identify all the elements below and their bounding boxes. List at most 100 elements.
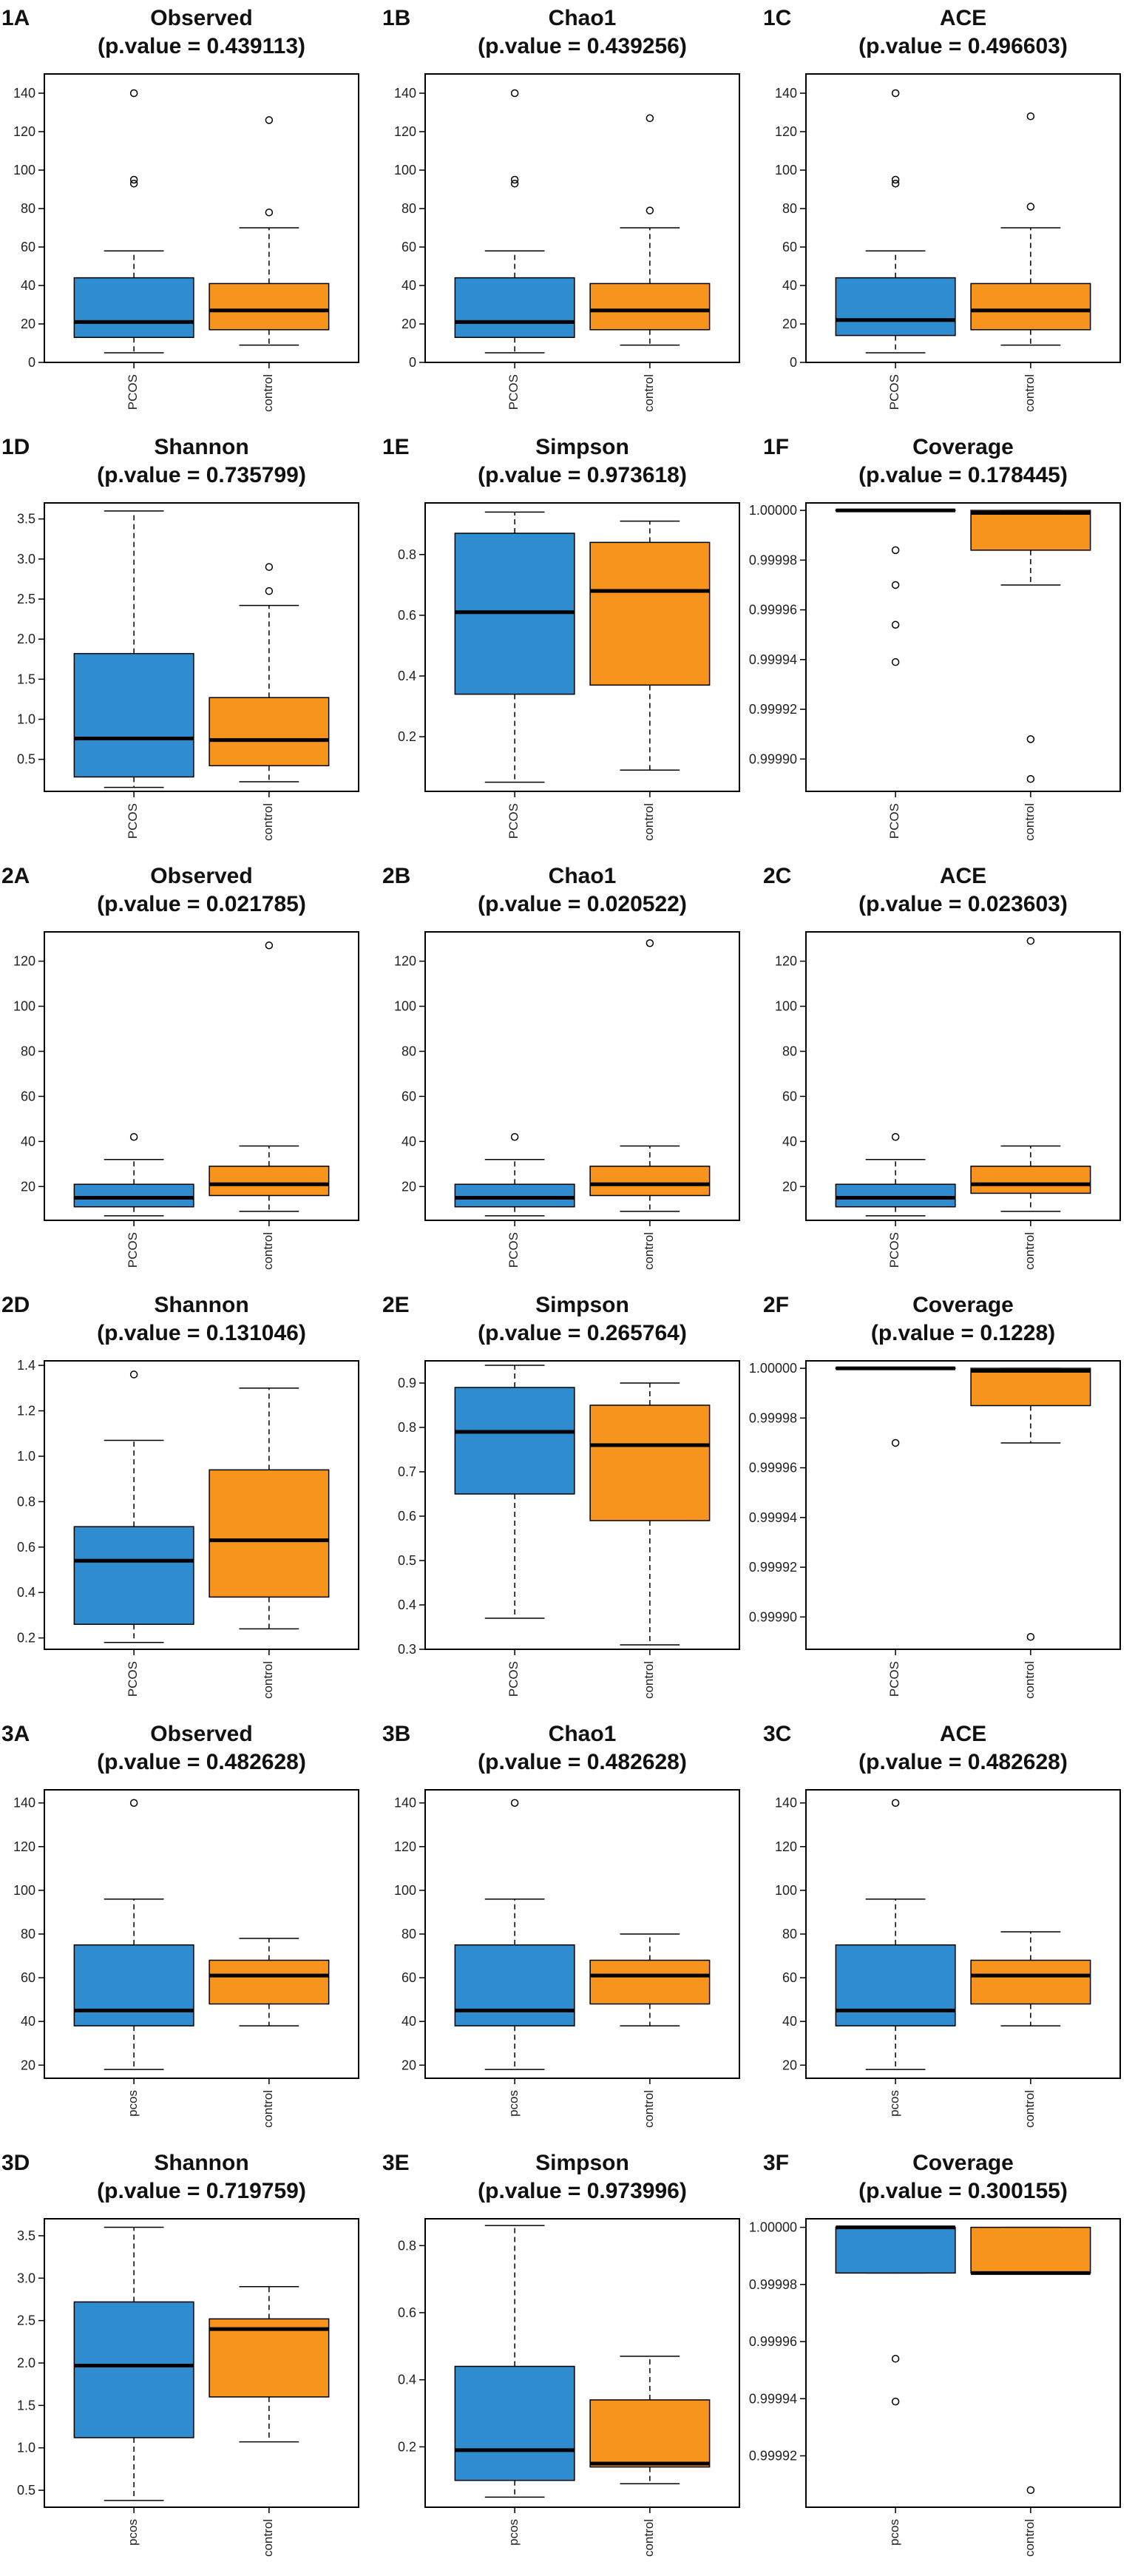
- control-box: [970, 2226, 1091, 2274]
- control-outlier: [1026, 2486, 1035, 2495]
- panel-title: Coverage: [912, 435, 1014, 459]
- control-outlier: [265, 586, 274, 595]
- y-tick-label: 20: [402, 1179, 416, 1194]
- y-tick-label: 100: [394, 999, 416, 1014]
- plot-frame: [805, 1360, 1121, 1650]
- y-tick-label: 80: [402, 1927, 416, 1941]
- y-tick-label: 80: [782, 1044, 797, 1058]
- y-tick-label: 0.6: [398, 608, 416, 623]
- pcos-outlier: [510, 1133, 519, 1141]
- panel-2e: 2E Simpson (p.value = 0.265764) 0.3 0.4 0.5 0.…: [382, 1293, 740, 1699]
- plot-frame: [805, 2218, 1121, 2508]
- y-tick-label: 100: [775, 1883, 797, 1898]
- y-tick-label: 0.99994: [749, 2391, 797, 2406]
- panel-label: 2F: [763, 1293, 789, 1317]
- pcos-outlier: [891, 89, 900, 98]
- y-tick-label: 140: [775, 1796, 797, 1811]
- panel-3d: 3D Shannon (p.value = 0.719759) 0.5 1.0 1.5 2.…: [1, 2151, 359, 2557]
- plot-frame: [424, 502, 740, 792]
- y-tick-label: 1.4: [17, 1358, 35, 1373]
- panel-label: 3F: [763, 2151, 789, 2175]
- x-category-label: control: [1023, 803, 1037, 841]
- y-tick-label: 60: [402, 1089, 416, 1103]
- plot-frame: [44, 931, 359, 1221]
- panel-subtitle: (p.value = 0.735799): [97, 463, 306, 487]
- panel-subtitle: (p.value = 0.719759): [97, 2179, 306, 2203]
- panel-label: 3D: [1, 2151, 30, 2175]
- panel-title: Simpson: [535, 2151, 629, 2175]
- y-tick-label: 80: [782, 1927, 797, 1941]
- control-box: [209, 283, 330, 331]
- y-tick-label: 0.4: [398, 2373, 416, 2387]
- control-box: [970, 510, 1091, 551]
- panel-2c: 2C ACE (p.value = 0.023603) 20 40 60 80 100 120 P…: [763, 864, 1121, 1270]
- y-tick-label: 40: [782, 1134, 797, 1149]
- panel-title: Observed: [150, 864, 252, 888]
- panel-title: ACE: [940, 864, 986, 888]
- panel-title: Shannon: [154, 435, 248, 459]
- x-category-label: PCOS: [506, 1661, 521, 1697]
- control-box: [589, 541, 711, 686]
- panel-title: Chao1: [549, 1722, 617, 1746]
- y-tick-label: 1.0: [17, 712, 35, 727]
- pcos-outlier: [129, 1799, 138, 1807]
- panel-title: Coverage: [912, 2151, 1014, 2175]
- panel-label: 1B: [382, 6, 410, 30]
- control-box: [209, 1469, 330, 1598]
- panel-title: Shannon: [154, 1293, 248, 1317]
- y-tick-label: 0.2: [398, 2439, 416, 2454]
- y-tick-label: 120: [13, 124, 35, 139]
- y-tick-label: 60: [402, 1970, 416, 1985]
- panel-subtitle: (p.value = 0.023603): [858, 892, 1068, 916]
- y-tick-label: 0.7: [398, 1464, 416, 1479]
- control-outlier: [265, 208, 274, 217]
- y-tick-label: 0.8: [398, 1420, 416, 1435]
- x-category-label: PCOS: [126, 1232, 140, 1268]
- y-tick-label: 20: [21, 317, 35, 331]
- panel-label: 3B: [382, 1722, 410, 1746]
- y-tick-label: 80: [402, 201, 416, 216]
- control-box: [589, 1166, 711, 1197]
- panel-title: ACE: [940, 1722, 986, 1746]
- control-box: [589, 2399, 711, 2468]
- y-tick-label: 100: [13, 1883, 35, 1898]
- pcos-box: [835, 1183, 956, 1208]
- x-category-label: PCOS: [506, 374, 521, 410]
- y-tick-label: 2.0: [17, 2356, 35, 2370]
- y-tick-label: 0.99996: [749, 2334, 797, 2349]
- panel-label: 1A: [1, 6, 30, 30]
- y-tick-label: 0.2: [398, 729, 416, 744]
- pcos-outlier: [510, 89, 519, 98]
- plot-frame: [805, 73, 1121, 363]
- y-tick-label: 120: [13, 1839, 35, 1854]
- x-category-label: control: [642, 374, 656, 412]
- panel-2f: 2F Coverage (p.value = 0.1228) 0.99990 0.999…: [749, 1293, 1121, 1699]
- y-tick-label: 140: [394, 86, 416, 101]
- y-tick-label: 60: [21, 1089, 35, 1103]
- y-tick-label: 0.5: [17, 752, 35, 767]
- control-outlier: [265, 116, 274, 124]
- y-tick-label: 140: [775, 86, 797, 101]
- y-tick-label: 20: [402, 2058, 416, 2072]
- x-category-label: control: [642, 1661, 656, 1699]
- x-category-label: control: [261, 2519, 275, 2557]
- x-category-label: control: [261, 803, 275, 841]
- x-category-label: control: [1023, 2090, 1037, 2128]
- y-tick-label: 120: [394, 1839, 416, 1854]
- control-outlier: [1026, 112, 1035, 121]
- y-tick-label: 1.2: [17, 1404, 35, 1419]
- pcos-outlier: [129, 179, 138, 188]
- y-tick-label: 2.5: [17, 592, 35, 606]
- y-tick-label: 0.5: [17, 2483, 35, 2498]
- y-tick-label: 0.2: [17, 1631, 35, 1646]
- y-tick-label: 100: [775, 999, 797, 1014]
- y-tick-label: 0.6: [17, 1540, 35, 1555]
- control-outlier: [265, 563, 274, 571]
- panel-subtitle: (p.value = 0.496603): [858, 34, 1068, 58]
- x-category-label: control: [261, 2090, 275, 2128]
- x-category-label: control: [642, 803, 656, 841]
- x-category-label: pcos: [126, 2090, 140, 2117]
- panel-3b: 3B Chao1 (p.value = 0.482628) 20 40 60 80 100 12…: [382, 1722, 740, 2128]
- pcos-outlier: [129, 89, 138, 98]
- y-tick-label: 0.99996: [749, 603, 797, 618]
